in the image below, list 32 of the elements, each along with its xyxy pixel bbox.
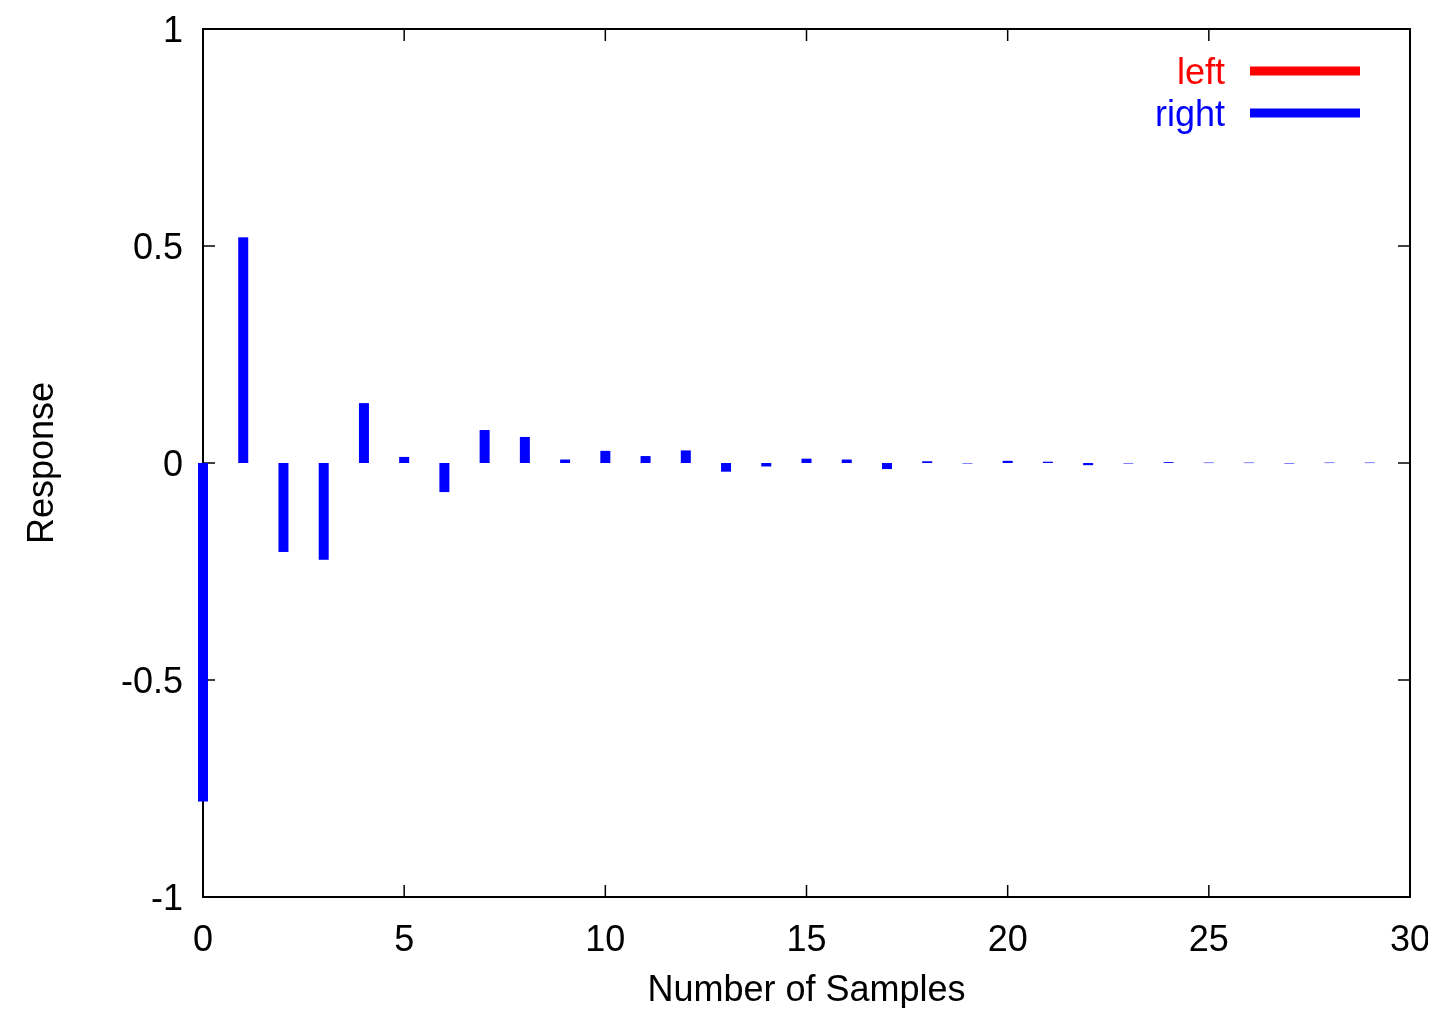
- bar: [1002, 460, 1013, 463]
- bar: [1083, 463, 1094, 466]
- bar: [318, 463, 329, 560]
- x-tick-label: 20: [987, 918, 1028, 959]
- bar: [198, 463, 208, 802]
- y-tick-label: -1: [150, 876, 183, 918]
- bar: [801, 458, 812, 463]
- y-tick-label: 1: [162, 8, 183, 50]
- y-tick-label: -0.5: [120, 659, 183, 701]
- legend-label: left: [1176, 50, 1225, 92]
- bar: [881, 463, 892, 470]
- x-tick-label: 0: [192, 918, 214, 959]
- bar: [680, 450, 691, 463]
- bar: [278, 463, 289, 552]
- x-tick-label: 5: [394, 918, 415, 959]
- bar: [238, 237, 249, 463]
- x-tick-label: 10: [585, 918, 626, 959]
- bar: [358, 403, 369, 463]
- bar: [439, 463, 450, 493]
- bar: [479, 430, 490, 463]
- y-tick-label: 0.5: [132, 225, 183, 267]
- bar: [721, 463, 732, 472]
- y-axis-title: Response: [20, 381, 61, 545]
- x-axis-title: Number of Samples: [647, 968, 966, 1009]
- bar: [600, 450, 611, 463]
- y-tick-label: 0: [162, 442, 183, 484]
- x-tick-label: 25: [1188, 918, 1229, 959]
- legend-label: right: [1154, 92, 1225, 134]
- bar: [519, 436, 530, 463]
- bar: [640, 456, 651, 463]
- x-tick-label: 15: [786, 918, 827, 959]
- bar: [399, 456, 410, 463]
